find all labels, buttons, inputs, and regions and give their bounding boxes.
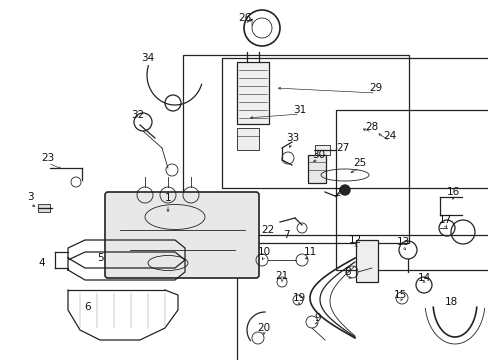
Text: 7: 7 xyxy=(282,230,289,240)
Text: 32: 32 xyxy=(131,110,144,120)
Text: 20: 20 xyxy=(257,323,270,333)
Text: 14: 14 xyxy=(417,273,430,283)
Bar xyxy=(237,62,268,124)
Text: 34: 34 xyxy=(141,53,154,63)
Bar xyxy=(307,155,325,183)
Text: 4: 4 xyxy=(39,258,45,268)
Bar xyxy=(355,240,377,282)
Text: 19: 19 xyxy=(292,293,305,303)
Text: 1: 1 xyxy=(164,193,171,203)
Text: 17: 17 xyxy=(437,215,451,225)
Bar xyxy=(314,145,329,155)
FancyBboxPatch shape xyxy=(105,192,259,278)
Text: 28: 28 xyxy=(365,122,378,132)
Text: 25: 25 xyxy=(353,158,366,168)
Text: 8: 8 xyxy=(344,267,350,277)
Text: 24: 24 xyxy=(383,131,396,141)
Text: 5: 5 xyxy=(97,253,103,263)
Text: 3: 3 xyxy=(27,192,33,202)
Bar xyxy=(38,204,50,212)
Text: 16: 16 xyxy=(446,187,459,197)
Bar xyxy=(222,58,488,188)
Text: 12: 12 xyxy=(347,235,361,245)
Text: 30: 30 xyxy=(312,150,325,160)
Text: 13: 13 xyxy=(396,237,409,247)
Bar xyxy=(335,110,488,270)
Text: 9: 9 xyxy=(314,313,321,323)
Text: 31: 31 xyxy=(293,105,306,115)
Bar xyxy=(237,128,259,150)
Text: 22: 22 xyxy=(261,225,274,235)
Circle shape xyxy=(339,185,349,195)
Text: 21: 21 xyxy=(275,271,288,281)
Text: 23: 23 xyxy=(41,153,55,163)
Text: 27: 27 xyxy=(336,143,349,153)
Text: 33: 33 xyxy=(286,133,299,143)
Text: 29: 29 xyxy=(368,83,382,93)
Text: 6: 6 xyxy=(84,302,91,312)
Text: 15: 15 xyxy=(392,290,406,300)
Text: 2: 2 xyxy=(334,188,341,198)
Text: 11: 11 xyxy=(303,247,316,257)
Bar xyxy=(237,235,488,360)
Text: 26: 26 xyxy=(238,13,251,23)
Text: 10: 10 xyxy=(257,247,270,257)
Text: 18: 18 xyxy=(444,297,457,307)
Bar xyxy=(183,55,408,243)
